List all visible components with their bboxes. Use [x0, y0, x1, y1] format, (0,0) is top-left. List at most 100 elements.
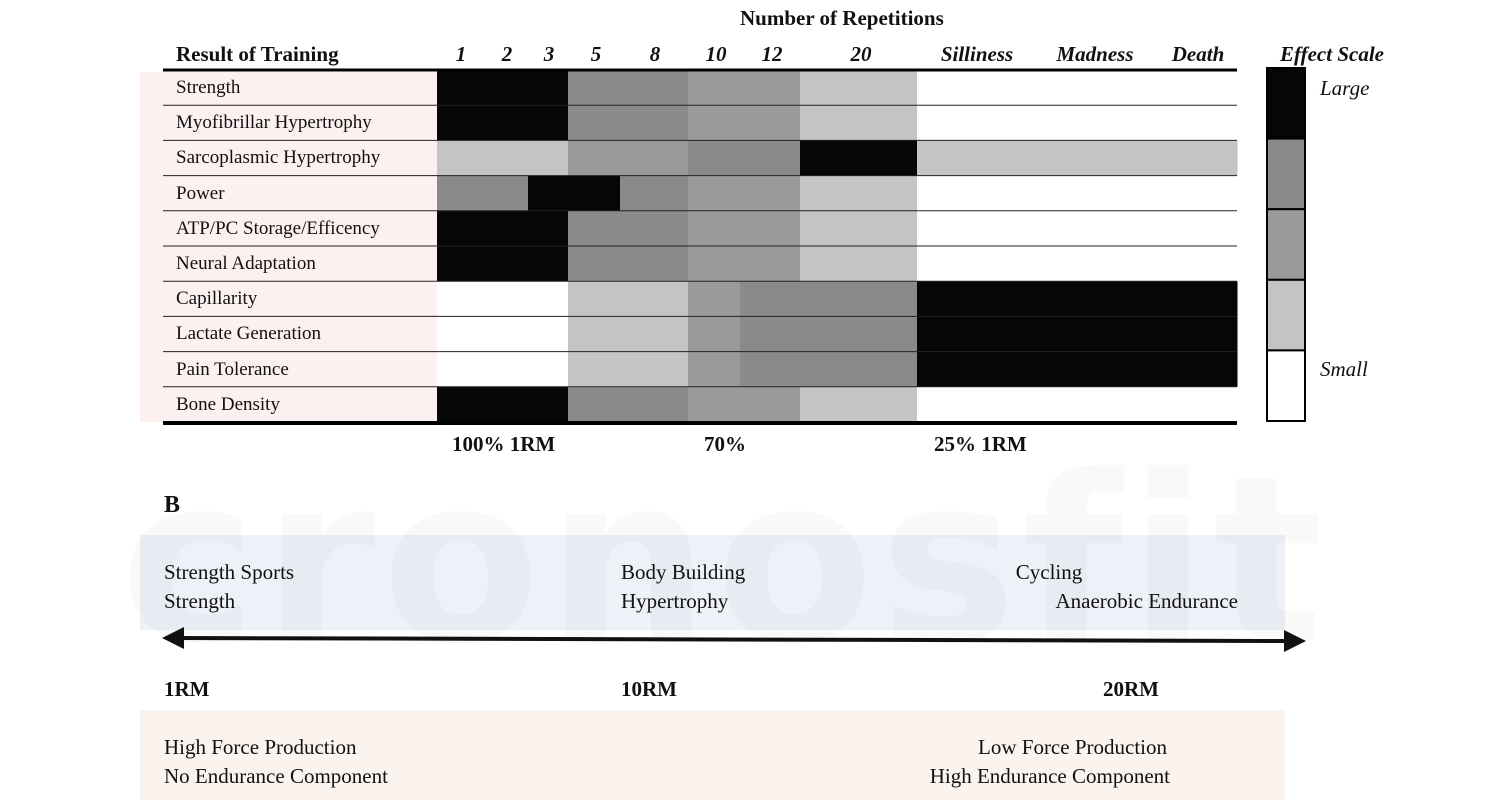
heatmap-cell-5-8 — [917, 246, 1035, 282]
column-label-madness: Madness — [1056, 42, 1134, 66]
row-label-1: Myofibrillar Hypertrophy — [176, 112, 372, 134]
heatmap-cell-7-10 — [1163, 316, 1238, 353]
heatmap-cell-2-5 — [688, 140, 741, 177]
heatmap-cell-7-0 — [437, 316, 484, 353]
heatmap-cell-1-4 — [620, 105, 689, 141]
heatmap-cell-7-7 — [800, 316, 918, 353]
continuum-anaerobic-endurance: Anaerobic Endurance — [1055, 589, 1239, 613]
row-label-4: ATP/PC Storage/Efficency — [176, 217, 380, 239]
heatmap-cell-0-4 — [620, 70, 689, 106]
column-label-2: 2 — [501, 42, 513, 66]
force-band — [140, 710, 1285, 800]
heatmap-cell-9-5 — [688, 386, 741, 423]
endurance-high: High Endurance Component — [929, 764, 1170, 788]
heatmap-cell-5-3 — [568, 246, 621, 282]
heatmap-cell-3-8 — [917, 175, 1035, 212]
heatmap-cell-5-6 — [740, 246, 801, 282]
heatmap-cell-2-8 — [917, 140, 1035, 177]
column-label-10: 10 — [705, 42, 727, 66]
effect-scale-swatch-3 — [1266, 137, 1306, 211]
heatmap-cell-3-2 — [528, 175, 569, 212]
row-label-0: Strength — [176, 77, 241, 98]
heatmap-cell-6-1 — [483, 281, 529, 317]
heatmap-cell-5-5 — [688, 246, 741, 282]
heatmap-cell-9-10 — [1163, 386, 1238, 423]
heatmap-cell-3-1 — [483, 175, 529, 212]
row-label-9: Bone Density — [176, 393, 280, 415]
heatmap-cell-5-9 — [1034, 246, 1164, 282]
heatmap-cell-0-7 — [800, 70, 918, 106]
heatmap-cell-1-8 — [917, 105, 1035, 141]
heatmap-cell-2-3 — [568, 140, 621, 177]
column-label-1: 1 — [455, 42, 467, 66]
heatmap-cell-9-0 — [437, 386, 484, 423]
heatmap-cell-6-0 — [437, 281, 484, 317]
effect-scale-swatch-1 — [1266, 278, 1306, 352]
heatmap-cell-6-8 — [917, 281, 1035, 317]
row-label-7: Lactate Generation — [176, 323, 322, 345]
heatmap-cell-5-7 — [800, 246, 918, 282]
heatmap-cell-5-10 — [1163, 246, 1238, 282]
heatmap-cell-1-7 — [800, 105, 918, 141]
effect-scale-swatch-0 — [1266, 349, 1306, 422]
heatmap-cell-6-3 — [568, 281, 621, 317]
continuum-strength: Strength — [164, 589, 236, 613]
column-label-silliness: Silliness — [940, 42, 1014, 66]
row-header: Result of Training — [176, 42, 339, 66]
heatmap-cell-0-10 — [1163, 70, 1238, 106]
heatmap-cell-3-9 — [1034, 175, 1164, 212]
heatmap-cell-7-3 — [568, 316, 621, 353]
heatmap-cell-3-5 — [688, 175, 741, 212]
heatmap-cell-7-6 — [740, 316, 801, 353]
heatmap-cell-6-6 — [740, 281, 801, 317]
column-label-3: 3 — [543, 42, 555, 66]
column-label-20: 20 — [850, 42, 872, 66]
heatmap-cell-1-1 — [483, 105, 529, 141]
heatmap-cell-0-1 — [483, 70, 529, 106]
heatmap-cell-0-5 — [688, 70, 741, 106]
heatmap-cell-2-10 — [1163, 140, 1238, 177]
heatmap-cell-5-4 — [620, 246, 689, 282]
heatmap-cell-1-10 — [1163, 105, 1238, 141]
heatmap-cell-9-6 — [740, 386, 801, 423]
heatmap-cell-2-6 — [740, 140, 801, 177]
heatmap-cell-7-1 — [483, 316, 529, 353]
heatmap-cell-0-3 — [568, 70, 621, 106]
heatmap-cell-6-10 — [1163, 281, 1238, 317]
heatmap-cell-8-1 — [483, 351, 529, 388]
heatmap-cell-4-0 — [437, 210, 484, 247]
heatmap-cell-2-9 — [1034, 140, 1164, 177]
heatmap-cell-9-4 — [620, 386, 689, 423]
heatmap-cell-3-0 — [437, 175, 484, 212]
heatmap-cell-5-2 — [528, 246, 569, 282]
heatmap-cell-2-4 — [620, 140, 689, 177]
heatmap-cell-0-6 — [740, 70, 801, 106]
row-label-8: Pain Tolerance — [176, 358, 289, 380]
force-low: Low Force Production — [978, 735, 1167, 759]
heatmap-cell-1-5 — [688, 105, 741, 141]
heatmap-cell-1-6 — [740, 105, 801, 141]
heatmap-cell-4-9 — [1034, 210, 1164, 247]
heatmap-cell-4-1 — [483, 210, 529, 247]
column-label-5: 5 — [590, 42, 602, 66]
heatmap-cell-4-2 — [528, 210, 569, 247]
continuum-cycling: Cycling — [1015, 560, 1083, 584]
effect-scale-title: Effect Scale — [1280, 42, 1384, 66]
heatmap-cell-7-9 — [1034, 316, 1164, 353]
heatmap-cell-9-7 — [800, 386, 918, 423]
heatmap-cell-0-2 — [528, 70, 569, 106]
heatmap-cell-6-5 — [688, 281, 741, 317]
heatmap-cell-4-10 — [1163, 210, 1238, 247]
heatmap-cell-6-7 — [800, 281, 918, 317]
row-label-5: Neural Adaptation — [176, 253, 316, 274]
intensity-label-25: 25% 1RM — [934, 432, 1027, 456]
heatmap-cell-5-1 — [483, 246, 529, 282]
column-label-12: 12 — [761, 42, 783, 66]
heatmap-cell-7-5 — [688, 316, 741, 353]
row-label-2: Sarcoplasmic Hypertrophy — [176, 147, 381, 169]
heatmap-cell-1-3 — [568, 105, 621, 141]
heatmap-cell-8-5 — [688, 351, 741, 388]
continuum-band — [140, 535, 1285, 630]
continuum-body-building: Body Building — [621, 560, 746, 584]
